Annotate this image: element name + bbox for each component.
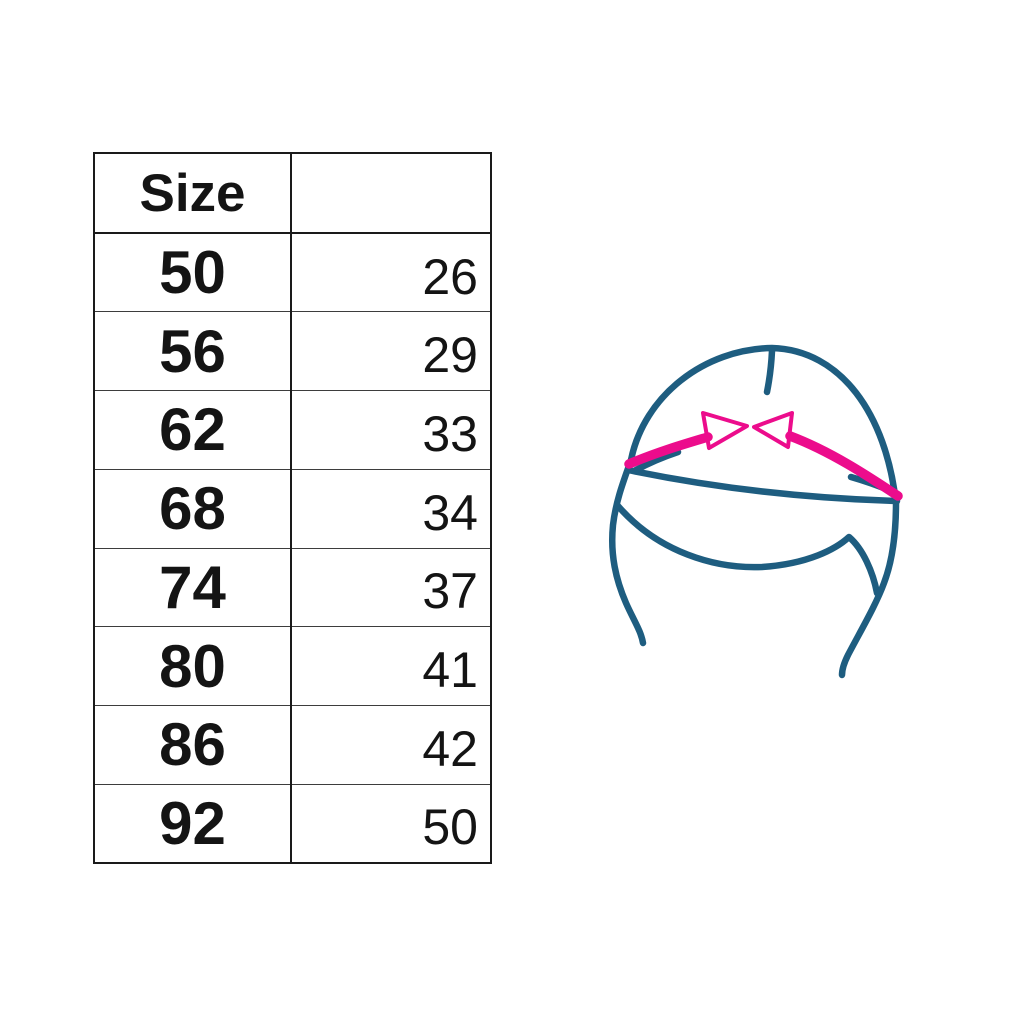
table-row: 56 29 <box>94 311 491 391</box>
hat-right-edge-and-tie <box>838 499 900 679</box>
size-chart-table: Size 50 26 56 29 62 33 68 34 74 37 80 41… <box>93 152 492 864</box>
measure-arrow-left-head <box>701 411 749 450</box>
size-chart-body: 50 26 56 29 62 33 68 34 74 37 80 41 86 4… <box>94 232 491 863</box>
table-row: 86 42 <box>94 705 491 785</box>
table-row: 50 26 <box>94 232 491 312</box>
circumference-cell: 26 <box>291 232 491 312</box>
size-cell: 92 <box>94 783 292 863</box>
circumference-cell: 37 <box>291 547 491 627</box>
hat-opening-curve <box>614 502 881 597</box>
circumference-cell: 34 <box>291 468 491 548</box>
value-column-header <box>291 153 491 234</box>
measure-arrow-left-shaft <box>624 432 713 469</box>
table-row: 68 34 <box>94 468 491 548</box>
size-cell: 86 <box>94 705 292 785</box>
circumference-cell: 50 <box>291 783 491 863</box>
size-cell: 74 <box>94 547 292 627</box>
size-cell: 56 <box>94 311 292 391</box>
hat-left-edge-and-tie <box>609 456 647 647</box>
circumference-cell: 29 <box>291 311 491 391</box>
size-column-header: Size <box>94 153 292 234</box>
hat-band-fold-curve <box>624 466 901 505</box>
measure-arrow-right-shaft <box>785 431 903 501</box>
size-cell: 68 <box>94 468 292 548</box>
size-cell: 50 <box>94 232 292 312</box>
circumference-cell: 41 <box>291 626 491 706</box>
table-row: 74 37 <box>94 547 491 627</box>
circumference-cell: 42 <box>291 705 491 785</box>
table-row: 92 50 <box>94 783 491 863</box>
measure-arrow-right-head <box>752 411 794 449</box>
table-row: 80 41 <box>94 626 491 706</box>
size-chart-header: Size <box>94 153 491 234</box>
table-row: 62 33 <box>94 390 491 470</box>
hat-top-seam-line <box>763 347 776 396</box>
size-cell: 62 <box>94 390 292 470</box>
left-band-accent-line <box>632 448 682 474</box>
circumference-cell: 33 <box>291 390 491 470</box>
size-cell: 80 <box>94 626 292 706</box>
header-row: Size <box>94 153 491 234</box>
baby-hat-illustration <box>609 344 903 679</box>
